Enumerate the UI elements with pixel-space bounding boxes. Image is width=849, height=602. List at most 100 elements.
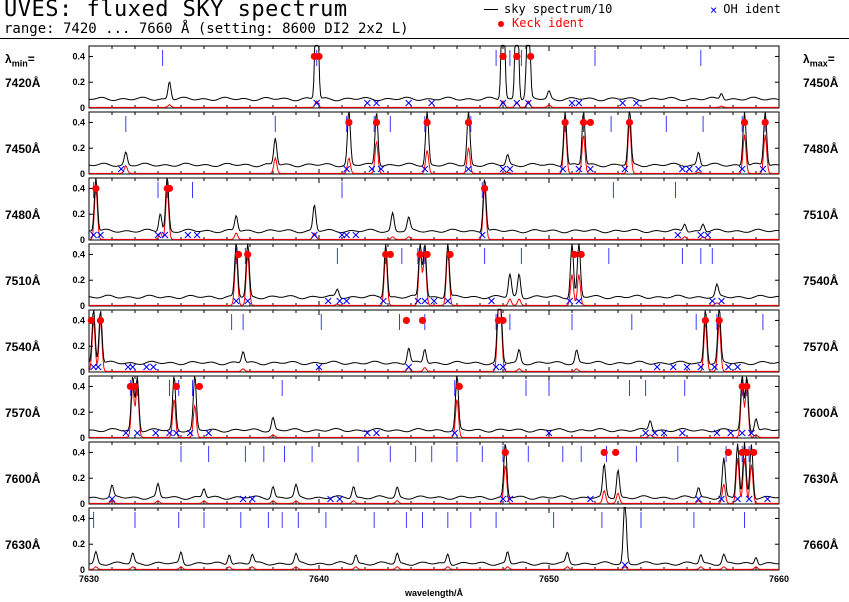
keck-ident-marker	[612, 448, 620, 457]
keck-ident-marker	[577, 250, 585, 259]
oh-ident-marker	[380, 297, 387, 305]
oh-ident-marker	[414, 297, 422, 305]
oh-ident-marker	[695, 495, 702, 503]
y-tick-label: 0	[80, 367, 85, 377]
oh-ident-marker	[166, 429, 173, 437]
oh-ident-marker	[311, 231, 318, 239]
oh-ident-marker	[492, 363, 500, 371]
oh-ident-marker	[660, 429, 668, 437]
oh-ident-marker	[152, 429, 160, 437]
lambda-max-symbol: λ	[803, 52, 810, 66]
row-min-label: 7600Å	[5, 472, 41, 486]
keck-trace	[89, 250, 779, 306]
sky-spectrum-line	[88, 111, 780, 168]
oh-ident-marker	[336, 495, 344, 503]
oh-ident-marker	[718, 495, 725, 503]
oh-ident-marker	[568, 99, 576, 107]
row-min-label: 7630Å	[5, 538, 41, 552]
oh-ident-marker	[633, 99, 640, 107]
y-tick-label: 0.4	[72, 51, 85, 61]
y-tick-label: 0.4	[72, 183, 85, 193]
y-tick-label: 0	[80, 433, 85, 443]
oh-ident-marker	[566, 297, 574, 305]
legend-oh: × OH ident	[710, 2, 781, 17]
oh-ident-marker	[150, 363, 157, 371]
oh-ident-marker	[451, 429, 459, 437]
legend-sky-label: sky spectrum/10	[504, 2, 613, 16]
oh-ident-marker	[122, 429, 130, 437]
row-min-label: 7570Å	[5, 406, 41, 420]
keck-ident-marker	[244, 250, 252, 259]
oh-ident-marker	[343, 231, 350, 239]
keck-ident-marker	[386, 250, 394, 259]
keck-ident-marker	[740, 118, 749, 127]
panel-frame	[88, 507, 780, 571]
keck-ident-marker	[743, 448, 751, 457]
row-min-label: 7480Å	[5, 208, 41, 222]
keck-ident-marker	[499, 316, 507, 325]
row-max-label: 7660Å	[803, 538, 839, 552]
row-min-label: 7510Å	[5, 274, 41, 288]
x-axis-label: wavelength/Å	[404, 588, 464, 598]
oh-ident-marker	[697, 231, 705, 239]
oh-ident-marker	[738, 165, 746, 173]
oh-ident-marker	[488, 297, 495, 305]
keck-ident-marker	[625, 118, 634, 127]
oh-ident-marker	[727, 429, 735, 437]
oh-ident-marker	[143, 363, 150, 371]
oh-ident-marker	[405, 99, 413, 107]
oh-ident-marker	[759, 165, 767, 173]
keck-trace	[89, 566, 779, 570]
oh-ident-marker	[343, 165, 350, 173]
keck-ident-marker	[743, 382, 751, 391]
legend-keck-swatch	[498, 20, 504, 27]
oh-ident-marker	[465, 165, 472, 173]
oh-ident-marker	[738, 429, 746, 437]
oh-ident-marker	[363, 99, 371, 107]
keck-ident-marker	[761, 118, 769, 127]
sky-spectrum-line	[88, 44, 780, 102]
lambda-min-label: λmin=	[5, 52, 35, 68]
oh-ident-marker	[161, 231, 169, 239]
y-tick-label: 0.4	[72, 117, 85, 127]
oh-ident-marker	[324, 297, 332, 305]
oh-ident-marker	[327, 495, 334, 503]
keck-ident-marker	[315, 52, 323, 61]
keck-trace	[88, 187, 779, 240]
oh-ident-marker	[336, 297, 344, 305]
oh-ident-marker	[685, 165, 693, 173]
keck-ident-marker	[195, 382, 203, 391]
oh-ident-marker	[430, 297, 438, 305]
page-subtitle: range: 7420 ... 7660 Å (setting: 8600 DI…	[4, 21, 409, 37]
panel-frame	[88, 441, 780, 505]
keck-ident-marker	[600, 448, 608, 457]
lambda-max-label: λmax=	[803, 52, 835, 68]
y-tick-label: 0.2	[72, 275, 85, 285]
oh-ident-marker	[363, 429, 371, 437]
y-tick-label: 0.2	[72, 407, 85, 417]
sky-spectrum-line	[88, 243, 780, 300]
y-tick-label: 0.4	[72, 315, 85, 325]
oh-ident-marker	[499, 363, 507, 371]
row-max-label: 7540Å	[803, 274, 839, 288]
keck-ident-marker	[724, 448, 733, 457]
oh-ident-marker	[499, 495, 507, 503]
oh-ident-marker	[94, 363, 102, 371]
oh-ident-marker	[575, 297, 583, 305]
keck-ident-marker	[87, 316, 95, 325]
oh-ident-marker	[373, 429, 380, 437]
oh-ident-marker	[587, 495, 594, 503]
legend-oh-swatch: ×	[710, 2, 718, 17]
keck-ident-marker	[464, 118, 473, 127]
oh-ident-marker	[205, 429, 212, 437]
y-tick-label: 0.2	[72, 539, 85, 549]
keck-ident-marker	[345, 118, 353, 127]
keck-ident-marker	[172, 382, 180, 391]
oh-ident-marker	[232, 297, 240, 305]
oh-ident-marker	[117, 165, 125, 173]
keck-ident-marker	[715, 316, 723, 325]
y-tick-label: 0	[80, 499, 85, 509]
oh-ident-marker	[653, 363, 661, 371]
oh-ident-marker	[587, 165, 594, 173]
oh-ident-marker	[642, 429, 649, 437]
